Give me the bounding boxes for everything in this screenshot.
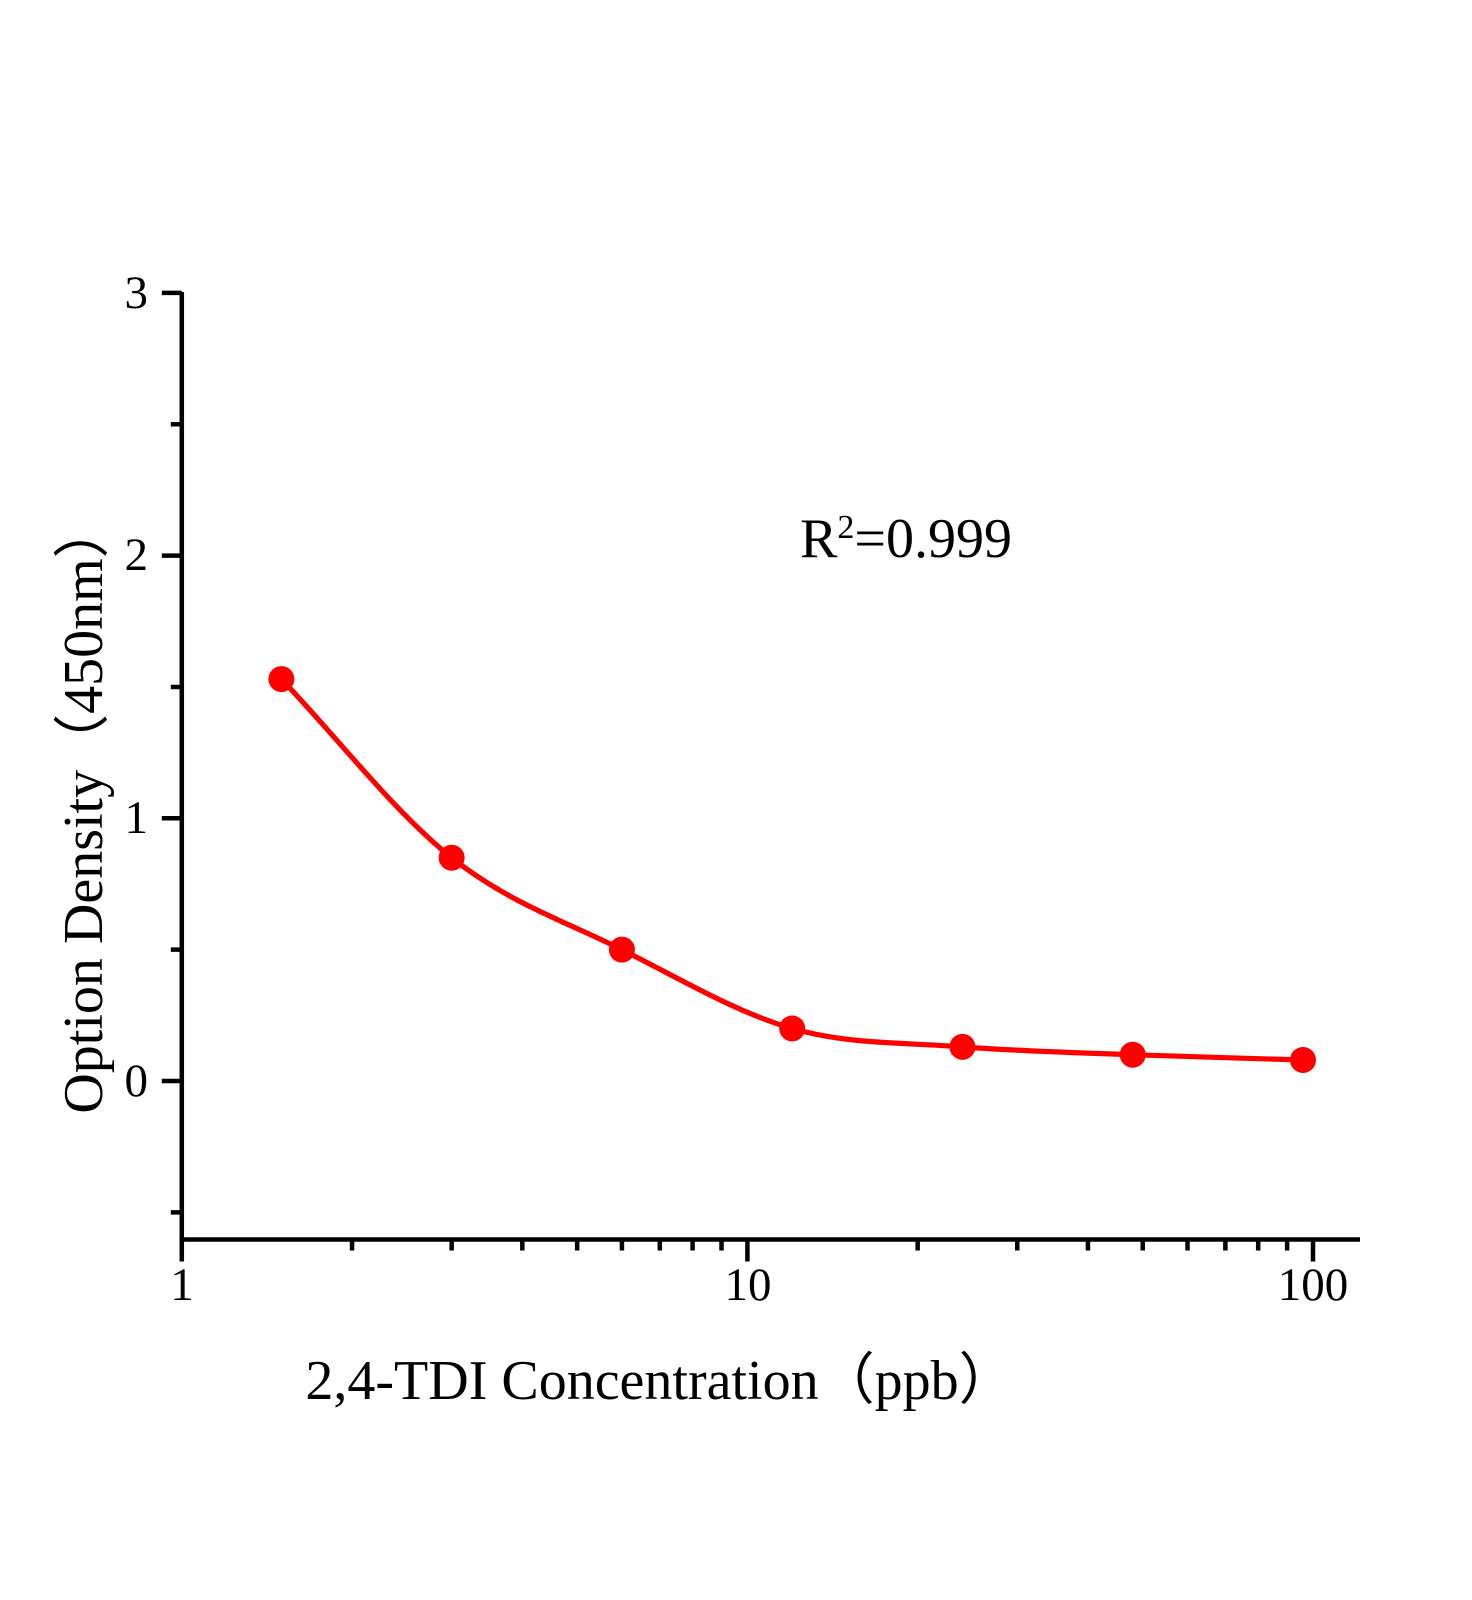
y-axis-ticks bbox=[161, 290, 182, 1215]
y-tick-label-3: 3 bbox=[124, 267, 149, 319]
x-axis-ticks bbox=[179, 1239, 1316, 1262]
data-point-marker-3 bbox=[779, 1015, 806, 1042]
fitted-curve bbox=[278, 676, 1306, 1063]
data-point-marker-5 bbox=[1119, 1041, 1146, 1068]
data-point-marker-4 bbox=[949, 1033, 976, 1060]
r-squared-annotation: R2=0.999 bbox=[800, 508, 1012, 570]
y-tick-label-1: 1 bbox=[124, 792, 149, 844]
r-squared-base: R bbox=[800, 508, 838, 570]
x-tick-label-1: 1 bbox=[170, 1259, 194, 1311]
data-point-marker-0 bbox=[268, 666, 295, 693]
y-tick-label-2: 2 bbox=[124, 529, 149, 581]
y-axis-title: Option Density（450nm） bbox=[53, 502, 115, 1114]
y-tick-label-0: 0 bbox=[124, 1055, 149, 1107]
data-point-marker-2 bbox=[608, 936, 635, 963]
r-squared-exponent: 2 bbox=[837, 509, 855, 547]
x-tick-label-10: 10 bbox=[724, 1259, 772, 1311]
data-point-marker-1 bbox=[438, 844, 465, 871]
x-tick-label-100: 100 bbox=[1277, 1259, 1349, 1311]
data-point-marker-6 bbox=[1289, 1046, 1316, 1073]
r-squared-value: =0.999 bbox=[854, 508, 1012, 570]
x-axis-title: 2,4-TDI Concentration（ppb） bbox=[305, 1350, 1015, 1412]
